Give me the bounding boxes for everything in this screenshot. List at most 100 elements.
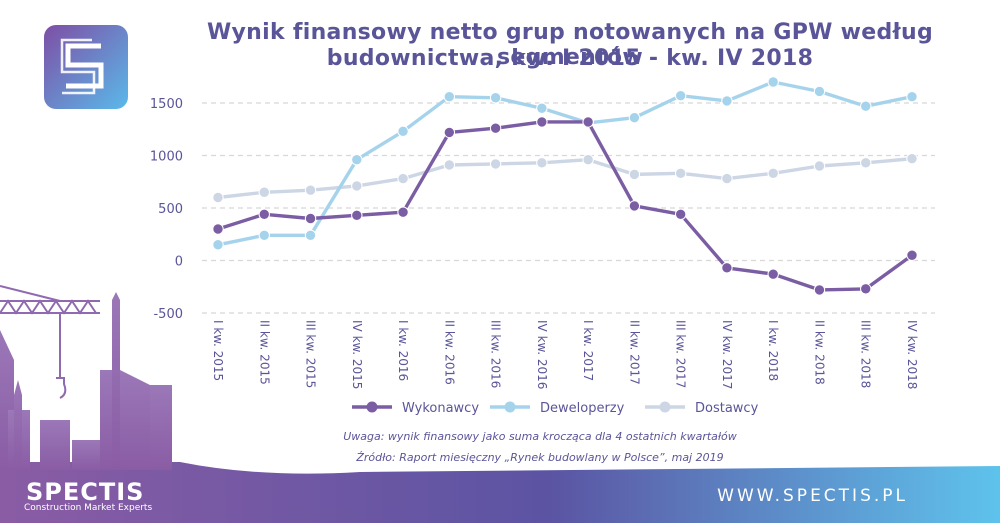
y-tick-labels: 1500 1000 500 0 -500 — [150, 97, 183, 322]
data-point — [258, 208, 270, 221]
data-point — [813, 85, 826, 98]
x-tick-label: I kw. 2017 — [581, 320, 595, 381]
data-point — [860, 283, 872, 295]
data-point — [767, 76, 779, 88]
data-point — [628, 200, 641, 212]
x-tick-label: I kw. 2018 — [766, 320, 780, 381]
data-point — [258, 186, 270, 198]
data-point — [628, 168, 641, 181]
series-wykonawcy — [212, 116, 918, 296]
data-point — [860, 100, 872, 112]
chart-title-line-1: Wynik finansowy netto grup notowanych na… — [206, 20, 934, 70]
x-tick-label: III kw. 2017 — [674, 320, 688, 388]
data-point — [397, 172, 409, 185]
x-tick-label: I kw. 2016 — [396, 320, 410, 381]
brand-name: SPECTIS — [26, 478, 145, 506]
footer-band — [0, 462, 1000, 523]
chart-source: Źródło: Raport miesięczny „Rynek budowla… — [356, 451, 724, 464]
y-tick-label: 1500 — [150, 97, 183, 112]
chart-note: Uwaga: wynik finansowy jako suma krocząc… — [343, 430, 737, 443]
data-point — [304, 212, 317, 225]
footer-url-link[interactable]: WWW.SPECTIS.PL — [717, 486, 908, 506]
y-tick-label: -500 — [153, 307, 183, 322]
data-point — [767, 167, 779, 180]
data-point — [536, 102, 548, 114]
data-point — [443, 91, 456, 103]
chart-title-line-2: budownictwa, kw. I 2015 - kw. IV 2018 — [326, 46, 814, 71]
data-point — [674, 208, 687, 221]
data-point — [443, 159, 456, 171]
data-point — [304, 184, 317, 196]
legend-item-wykonawcy: Wykonawcy — [352, 401, 479, 416]
x-tick-label: IV kw. 2018 — [905, 320, 919, 389]
data-point — [258, 229, 270, 242]
data-point — [397, 125, 409, 138]
data-point — [351, 154, 363, 166]
data-point — [721, 262, 733, 274]
series-line — [217, 120, 913, 292]
data-point — [489, 158, 502, 170]
data-point — [906, 91, 918, 103]
y-tick-label: 0 — [175, 255, 183, 270]
data-point — [906, 249, 918, 261]
series-line — [217, 80, 913, 247]
data-point — [674, 89, 687, 102]
data-point — [721, 95, 733, 107]
plot-series — [212, 76, 918, 296]
data-point — [489, 92, 502, 104]
data-point — [767, 268, 779, 280]
data-point — [304, 229, 317, 242]
legend-swatch-marker — [504, 401, 516, 413]
x-tick-label: III kw. 2015 — [304, 320, 318, 388]
legend-label: Dostawcy — [695, 401, 759, 416]
data-point — [212, 191, 224, 204]
logo-s-icon — [60, 38, 104, 95]
data-point — [351, 180, 363, 192]
data-point — [860, 157, 872, 169]
data-point — [212, 239, 224, 251]
y-gridlines — [202, 102, 935, 314]
data-point — [536, 116, 548, 128]
data-point — [813, 284, 826, 296]
data-point — [582, 154, 594, 166]
data-point — [536, 157, 548, 169]
spectis-logo — [44, 25, 128, 109]
x-tick-label: II kw. 2018 — [812, 320, 826, 385]
y-tick-label: 500 — [158, 202, 183, 217]
city-skyline — [0, 292, 172, 470]
x-tick-label: III kw. 2016 — [489, 320, 503, 388]
data-point — [489, 122, 502, 134]
data-point — [906, 152, 918, 165]
x-tick-label: III kw. 2018 — [859, 320, 873, 388]
crane-icon — [0, 285, 100, 399]
data-point — [443, 126, 456, 139]
series-deweloperzy — [212, 76, 918, 251]
data-point — [628, 112, 641, 124]
data-point — [351, 209, 363, 222]
x-tick-label: II kw. 2016 — [442, 320, 456, 385]
x-tick-label: IV kw. 2017 — [720, 320, 734, 389]
series-line — [217, 157, 913, 200]
x-tick-labels: I kw. 2015 II kw. 2015 III kw. 2015 IV kw. … — [211, 320, 919, 389]
data-point — [212, 223, 224, 235]
legend-label: Deweloperzy — [540, 401, 625, 416]
y-tick-label: 1000 — [150, 150, 183, 165]
x-tick-label: I kw. 2015 — [211, 320, 225, 381]
data-point — [582, 116, 594, 128]
data-point — [813, 160, 826, 172]
series-dostawcy — [212, 152, 918, 204]
x-tick-label: II kw. 2017 — [627, 320, 641, 385]
legend-item-dostawcy: Dostawcy — [645, 401, 759, 416]
legend-swatch-marker — [659, 401, 671, 413]
x-tick-label: II kw. 2015 — [257, 320, 271, 385]
data-point — [397, 206, 409, 218]
data-point — [721, 172, 733, 185]
legend-item-deweloperzy: Deweloperzy — [490, 401, 625, 416]
brand-tagline: Construction Market Experts — [24, 503, 153, 513]
x-tick-label: IV kw. 2016 — [535, 320, 549, 389]
legend-label: Wykonawcy — [402, 401, 479, 416]
legend-swatch-marker — [366, 401, 378, 413]
legend: Wykonawcy Deweloperzy Dostawcy — [352, 401, 759, 416]
x-tick-label: IV kw. 2015 — [350, 320, 364, 389]
